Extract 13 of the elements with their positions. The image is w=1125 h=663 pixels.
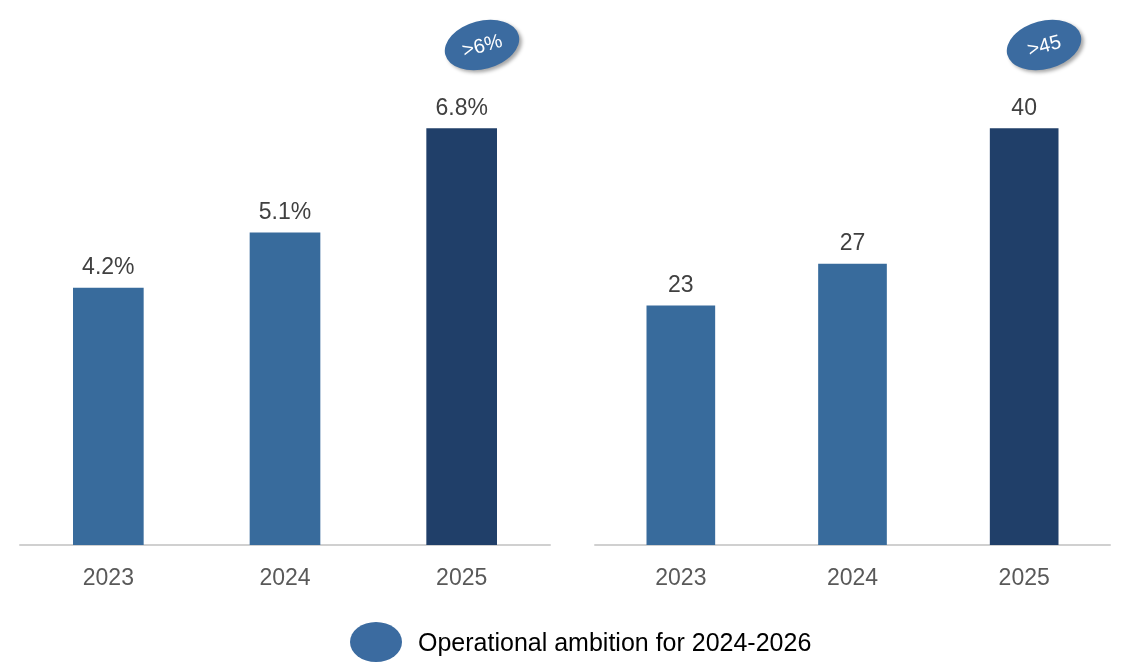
data-label: 23 xyxy=(668,270,694,297)
x-tick-label: 2024 xyxy=(826,563,879,590)
x-tick-label: 2023 xyxy=(82,563,134,590)
data-label: 27 xyxy=(839,229,866,256)
data-label: 5.1% xyxy=(258,198,312,224)
x-tick-label: 2025 xyxy=(436,563,488,590)
data-label: 4.2% xyxy=(82,253,135,280)
data-label: 40 xyxy=(1011,93,1037,120)
x-tick-label: 2023 xyxy=(655,563,707,590)
text: Operational ambition for 2024-2026 xyxy=(418,627,812,657)
x-tick-label: 2025 xyxy=(998,563,1050,590)
x-tick-label: 2024 xyxy=(259,563,311,590)
data-label: 6.8% xyxy=(435,93,488,120)
